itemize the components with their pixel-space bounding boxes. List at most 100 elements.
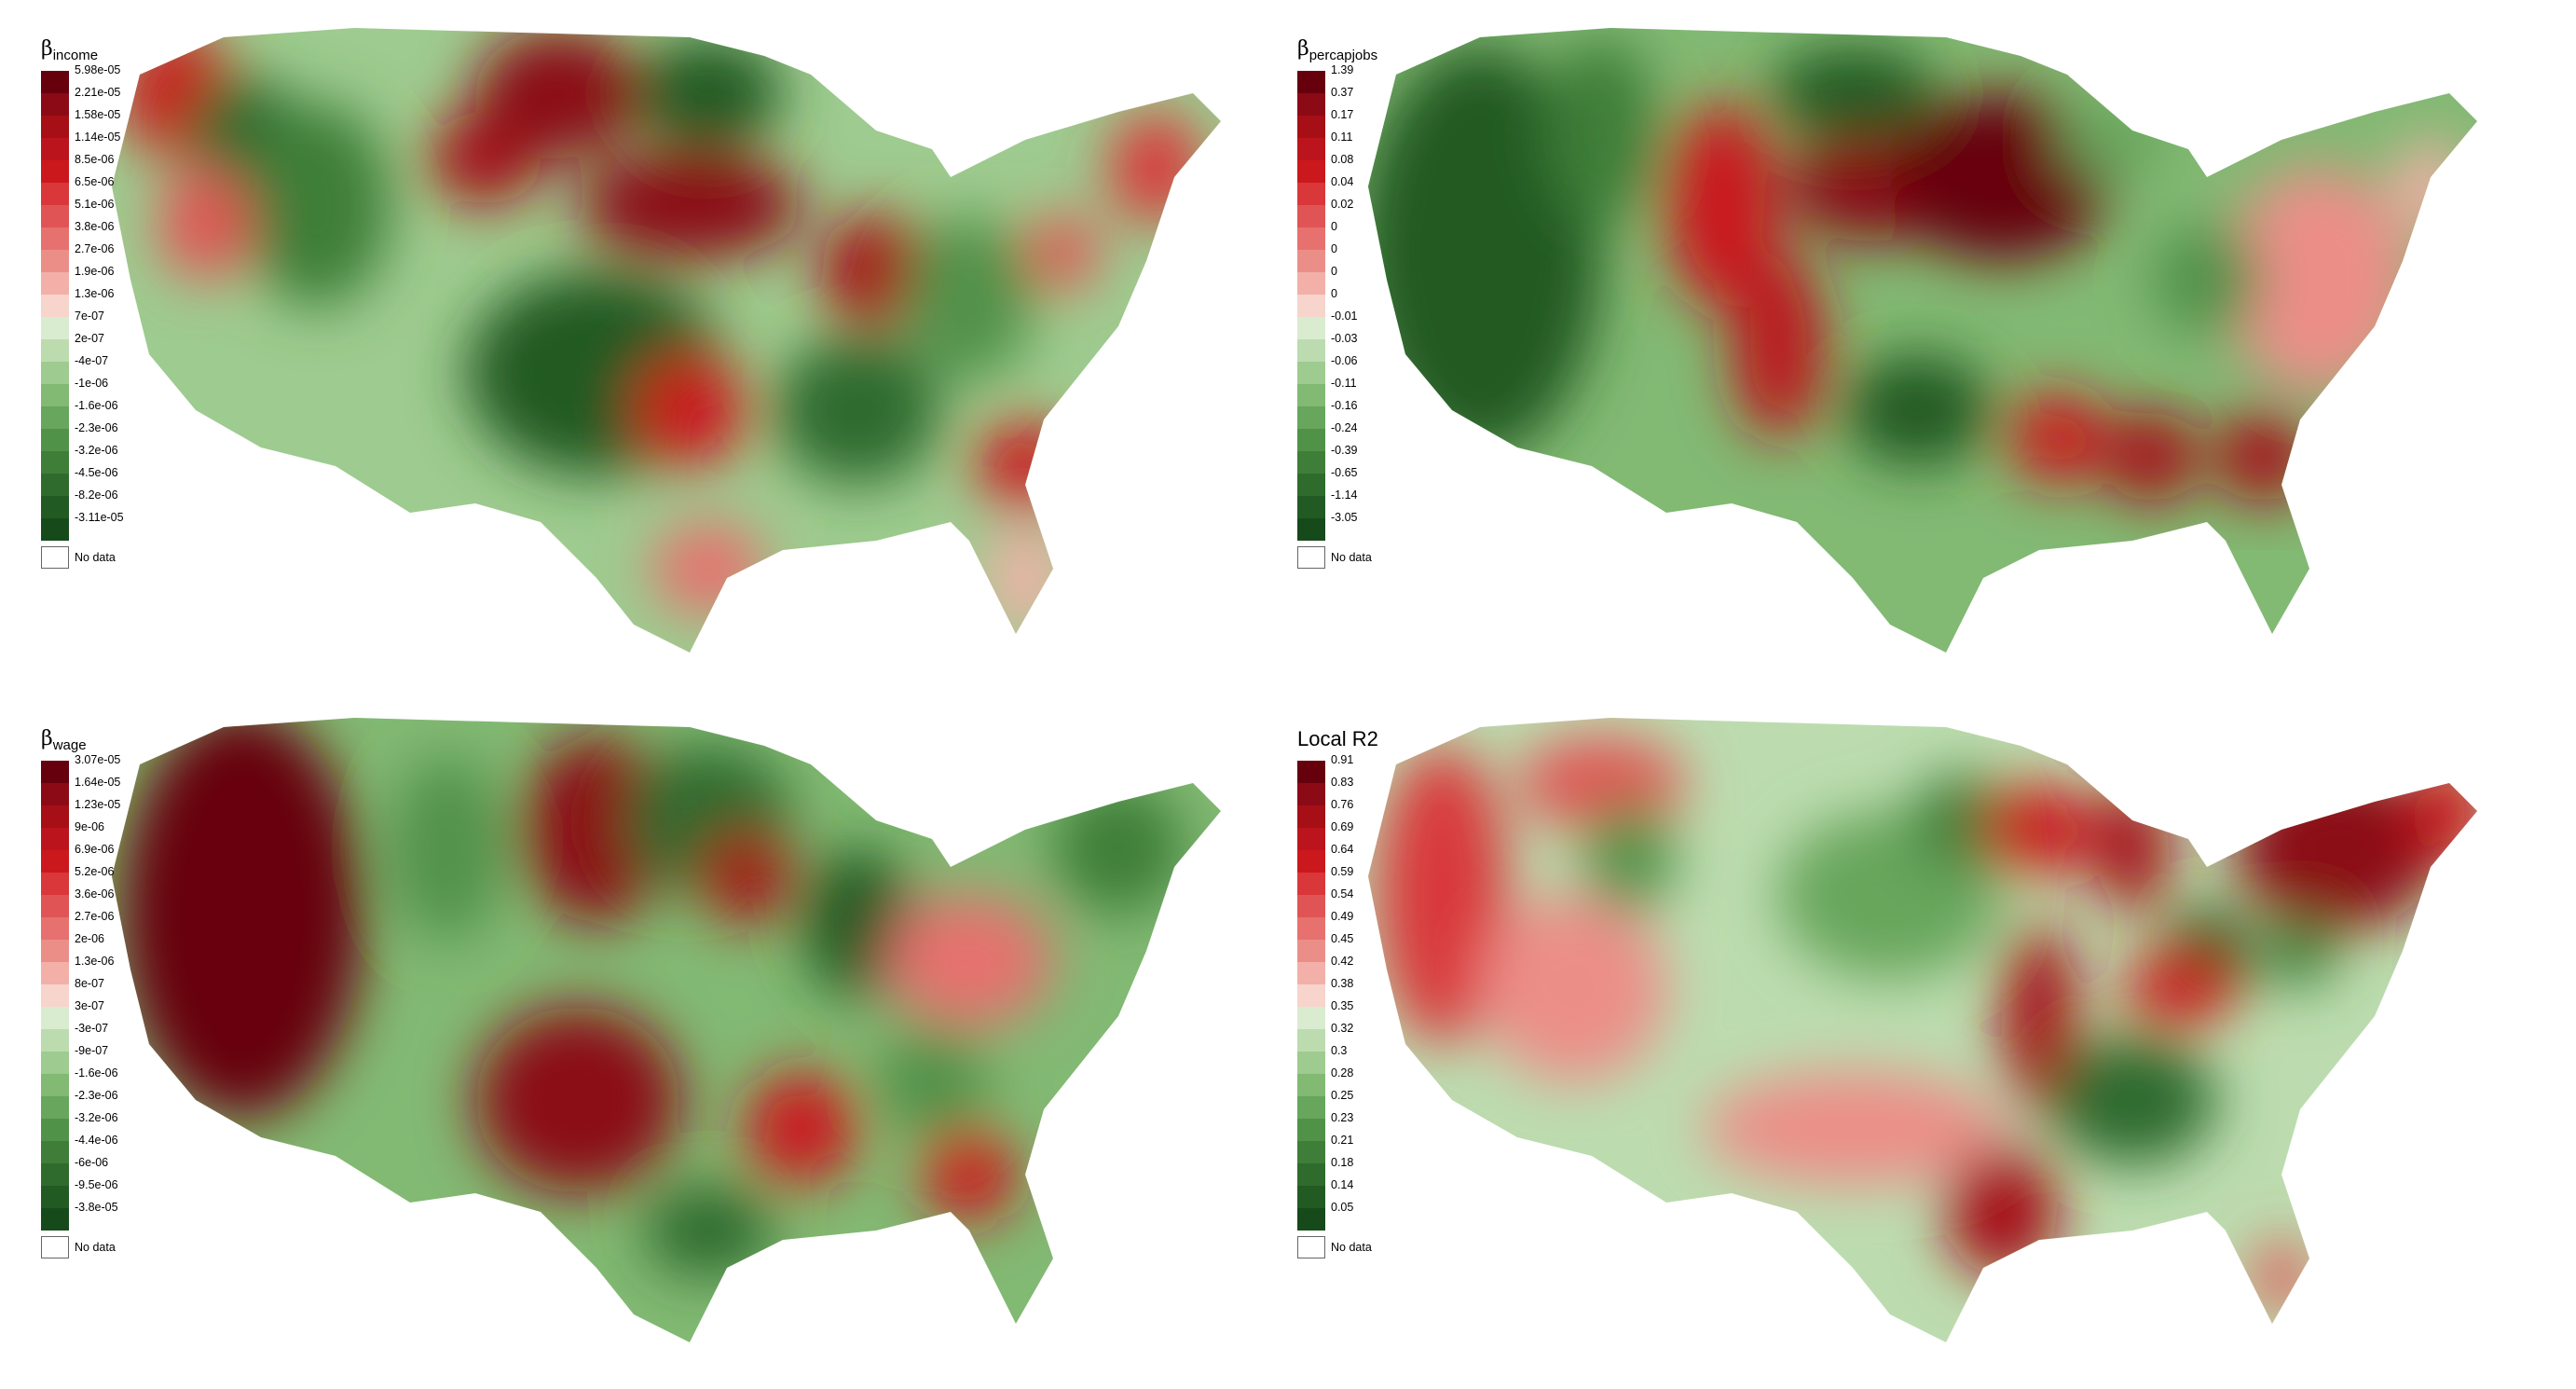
map-income (112, 28, 1221, 653)
legend-label: 0 (1331, 242, 1337, 255)
legend-item: 0.45 (1297, 932, 1484, 962)
legend-label: 9e-06 (75, 820, 104, 833)
legend-swatch (1297, 940, 1325, 962)
legend-item: -2.3e-06 (41, 421, 227, 451)
legend-swatch (1297, 183, 1325, 205)
legend-swatch (1297, 850, 1325, 873)
legend-item: -0.39 (1297, 444, 1484, 474)
legend-item: 0.83 (1297, 776, 1484, 805)
legend-item: 2.21e-05 (41, 86, 227, 116)
legend-swatch (1297, 546, 1325, 569)
legend-label: 1.64e-05 (75, 776, 121, 789)
legend-swatch (41, 429, 69, 451)
legend-item: 0.42 (1297, 955, 1484, 984)
legend-swatch (41, 962, 69, 984)
legend-swatch (1297, 1119, 1325, 1141)
legend-swatch (41, 205, 69, 227)
legend-label: -0.16 (1331, 399, 1358, 412)
legend-item: 0.02 (1297, 198, 1484, 227)
legend-label: 0.91 (1331, 753, 1354, 766)
legend-item: -0.65 (1297, 466, 1484, 496)
legend-item: 3.6e-06 (41, 887, 227, 917)
legend-swatch (41, 1119, 69, 1141)
legend-swatch (41, 984, 69, 1007)
legend-swatch (1297, 227, 1325, 250)
legend-no-data: No data (1297, 1236, 1484, 1260)
legend-label: 0.02 (1331, 198, 1354, 211)
legend-item: -0.03 (1297, 332, 1484, 362)
legend-item: 0.37 (1297, 86, 1484, 116)
legend-item: 0 (1297, 220, 1484, 250)
legend-item: 0.28 (1297, 1066, 1484, 1096)
legend-item: 6.9e-06 (41, 843, 227, 873)
legend-title: βwage (41, 727, 87, 764)
legend-item: 0.08 (1297, 153, 1484, 183)
legend-swatch (41, 917, 69, 940)
legend-swatch (1297, 1208, 1325, 1231)
legend-swatch (1297, 1096, 1325, 1119)
legend-label: 0.69 (1331, 820, 1354, 833)
legend-swatch (41, 496, 69, 518)
legend-label: -4.5e-06 (75, 466, 118, 479)
legend-item: 0.54 (1297, 887, 1484, 917)
legend-label: 2e-06 (75, 932, 104, 945)
legend-item: -2.3e-06 (41, 1089, 227, 1119)
legend-label: 0.45 (1331, 932, 1354, 945)
legend-swatch (41, 1052, 69, 1074)
legend-item: 0.05 (1297, 1201, 1484, 1231)
map-percapjobs (1368, 28, 2477, 653)
legend-label: 0.18 (1331, 1156, 1354, 1169)
panel-wage: βwage 3.07e-05 1.64e-05 1.23e-05 9e-06 6.9e-… (37, 708, 1305, 1352)
legend-item: 0.76 (1297, 798, 1484, 828)
legend-label: 0.76 (1331, 798, 1354, 811)
legend-swatch (1297, 496, 1325, 518)
legend-label: 2e-07 (75, 332, 104, 345)
legend-item: 0.69 (1297, 820, 1484, 850)
legend-swatch (41, 317, 69, 339)
legend-swatch (41, 93, 69, 116)
legend-swatch (41, 1236, 69, 1258)
legend-swatch (1297, 116, 1325, 138)
legend-label: -8.2e-06 (75, 488, 118, 502)
legend-label: 0 (1331, 265, 1337, 278)
legend-label: -3e-07 (75, 1022, 109, 1035)
legend-item: 3.07e-05 (41, 753, 227, 783)
legend-swatch (1297, 873, 1325, 895)
legend-label: -2.3e-06 (75, 1089, 118, 1102)
legend-item: 0.17 (1297, 108, 1484, 138)
legend-item: -0.01 (1297, 309, 1484, 339)
legend-item: 0.49 (1297, 910, 1484, 940)
legend-item: -0.11 (1297, 377, 1484, 406)
legend-swatch (41, 850, 69, 873)
us-map-percapjobs (1368, 28, 2477, 653)
legend-label: -6e-06 (75, 1156, 109, 1169)
legend-label: 0 (1331, 220, 1337, 233)
legend-swatch (41, 227, 69, 250)
legend-item: 5.1e-06 (41, 198, 227, 227)
legend-swatch (1297, 518, 1325, 541)
legend-item: 1.23e-05 (41, 798, 227, 828)
legend-label: 0.32 (1331, 1022, 1354, 1035)
legend-label: -3.05 (1331, 511, 1358, 524)
legend-label: 8.5e-06 (75, 153, 115, 166)
legend-label: 3.6e-06 (75, 887, 115, 901)
legend-swatch (41, 451, 69, 474)
map-local-r2 (1368, 718, 2477, 1342)
legend-item: 0.18 (1297, 1156, 1484, 1186)
legend-item: 0.14 (1297, 1178, 1484, 1208)
legend-swatch (1297, 895, 1325, 917)
legend-item: 1.14e-05 (41, 131, 227, 160)
legend-swatch (1297, 272, 1325, 295)
legend-title-subscript: income (52, 48, 99, 63)
legend-title: βincome (41, 37, 98, 75)
legend-swatch (41, 873, 69, 895)
legend-swatch (1297, 474, 1325, 496)
legend-swatch (41, 1208, 69, 1231)
legend-label: 0.59 (1331, 865, 1354, 878)
legend-label: No data (1331, 551, 1372, 564)
legend-item: 0.25 (1297, 1089, 1484, 1119)
legend-label: -4e-07 (75, 354, 109, 367)
legend-label: 1.9e-06 (75, 265, 115, 278)
legend-label: 7e-07 (75, 309, 104, 323)
legend-title: Local R2 (1297, 727, 1378, 750)
